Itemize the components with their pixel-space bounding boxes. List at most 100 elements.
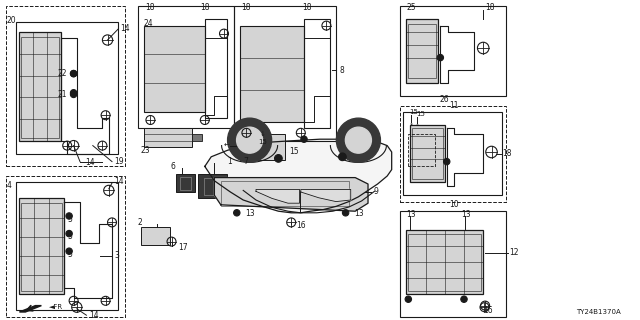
Text: 8: 8 bbox=[339, 66, 344, 75]
Text: 5: 5 bbox=[67, 232, 72, 241]
Bar bbox=[6, 6, 125, 166]
Text: 20: 20 bbox=[6, 16, 16, 25]
Bar bbox=[180, 177, 191, 190]
Polygon shape bbox=[205, 139, 392, 213]
Bar bbox=[406, 230, 483, 294]
Text: 15: 15 bbox=[416, 111, 425, 116]
Bar bbox=[192, 134, 202, 141]
Bar bbox=[408, 134, 435, 166]
Text: 14: 14 bbox=[120, 24, 130, 33]
Text: TY24B1370A: TY24B1370A bbox=[576, 309, 621, 315]
Circle shape bbox=[405, 296, 412, 302]
Bar bbox=[138, 6, 234, 128]
Text: 16: 16 bbox=[483, 306, 493, 315]
Text: 18: 18 bbox=[502, 149, 512, 158]
Text: 19: 19 bbox=[114, 157, 124, 166]
Polygon shape bbox=[301, 189, 351, 202]
Text: 17: 17 bbox=[178, 244, 188, 252]
Bar bbox=[144, 26, 205, 112]
Circle shape bbox=[66, 213, 72, 219]
Bar bbox=[141, 227, 170, 245]
Polygon shape bbox=[19, 306, 42, 312]
Text: 5: 5 bbox=[67, 250, 72, 259]
Bar bbox=[403, 112, 502, 195]
Bar bbox=[221, 181, 349, 206]
Bar bbox=[412, 128, 443, 179]
Bar bbox=[410, 125, 445, 182]
Circle shape bbox=[444, 158, 450, 165]
Text: 18: 18 bbox=[303, 4, 312, 12]
Text: 14: 14 bbox=[114, 177, 124, 186]
Text: 2: 2 bbox=[138, 218, 142, 227]
Circle shape bbox=[342, 210, 349, 216]
Text: 13: 13 bbox=[406, 210, 416, 219]
Text: 15: 15 bbox=[258, 140, 267, 145]
Text: 26: 26 bbox=[440, 95, 450, 104]
Bar bbox=[19, 198, 64, 294]
Circle shape bbox=[437, 54, 444, 61]
Bar bbox=[144, 128, 192, 147]
Circle shape bbox=[275, 155, 282, 162]
Circle shape bbox=[228, 118, 271, 162]
Circle shape bbox=[301, 136, 307, 142]
Text: 7: 7 bbox=[243, 157, 248, 166]
Bar bbox=[240, 134, 285, 160]
Text: 13: 13 bbox=[354, 209, 364, 218]
Text: 23: 23 bbox=[141, 146, 150, 155]
Text: 13: 13 bbox=[245, 209, 255, 218]
Bar bbox=[240, 26, 304, 122]
Bar bbox=[21, 37, 59, 138]
Circle shape bbox=[461, 296, 467, 302]
Polygon shape bbox=[256, 189, 300, 203]
Text: 25: 25 bbox=[406, 4, 416, 12]
Polygon shape bbox=[214, 178, 368, 211]
Bar bbox=[400, 106, 506, 202]
Text: 15: 15 bbox=[289, 148, 300, 156]
Text: 16: 16 bbox=[296, 221, 306, 230]
Circle shape bbox=[337, 118, 380, 162]
Text: 21: 21 bbox=[58, 90, 67, 99]
Text: 15: 15 bbox=[410, 109, 419, 115]
Bar bbox=[408, 234, 481, 291]
Bar bbox=[16, 22, 118, 154]
Text: 11: 11 bbox=[450, 101, 459, 110]
Text: 14: 14 bbox=[90, 311, 99, 320]
Circle shape bbox=[70, 70, 77, 77]
Text: ◄FR: ◄FR bbox=[49, 304, 63, 310]
Circle shape bbox=[66, 230, 72, 237]
Text: 4: 4 bbox=[6, 181, 12, 190]
Text: 6: 6 bbox=[170, 162, 175, 171]
Bar bbox=[21, 203, 62, 291]
Text: 3: 3 bbox=[114, 252, 119, 260]
Text: ←: ← bbox=[223, 143, 229, 148]
Text: 18: 18 bbox=[146, 4, 155, 12]
Circle shape bbox=[70, 70, 77, 77]
Bar bbox=[234, 6, 336, 141]
Text: 18: 18 bbox=[485, 4, 494, 12]
Bar bbox=[205, 19, 227, 118]
Text: ↓: ↓ bbox=[408, 121, 413, 126]
Text: 10: 10 bbox=[449, 200, 460, 209]
Text: 13: 13 bbox=[461, 210, 470, 219]
Text: ↓: ↓ bbox=[259, 132, 266, 137]
Circle shape bbox=[66, 248, 72, 254]
Circle shape bbox=[70, 90, 77, 96]
Text: 18: 18 bbox=[200, 4, 209, 12]
Text: 24: 24 bbox=[144, 20, 154, 28]
Text: 5: 5 bbox=[67, 215, 72, 224]
Bar bbox=[176, 174, 195, 192]
Bar bbox=[16, 182, 118, 310]
Circle shape bbox=[234, 210, 240, 216]
Circle shape bbox=[339, 153, 346, 161]
Text: 18: 18 bbox=[242, 4, 251, 12]
Bar bbox=[6, 176, 125, 317]
Bar bbox=[406, 19, 438, 83]
Circle shape bbox=[346, 127, 371, 153]
Circle shape bbox=[237, 127, 262, 153]
Bar bbox=[19, 32, 61, 141]
Bar bbox=[204, 178, 222, 195]
Text: 14: 14 bbox=[84, 158, 95, 167]
Bar bbox=[400, 6, 506, 96]
Circle shape bbox=[70, 91, 77, 98]
Text: 9: 9 bbox=[373, 188, 378, 196]
